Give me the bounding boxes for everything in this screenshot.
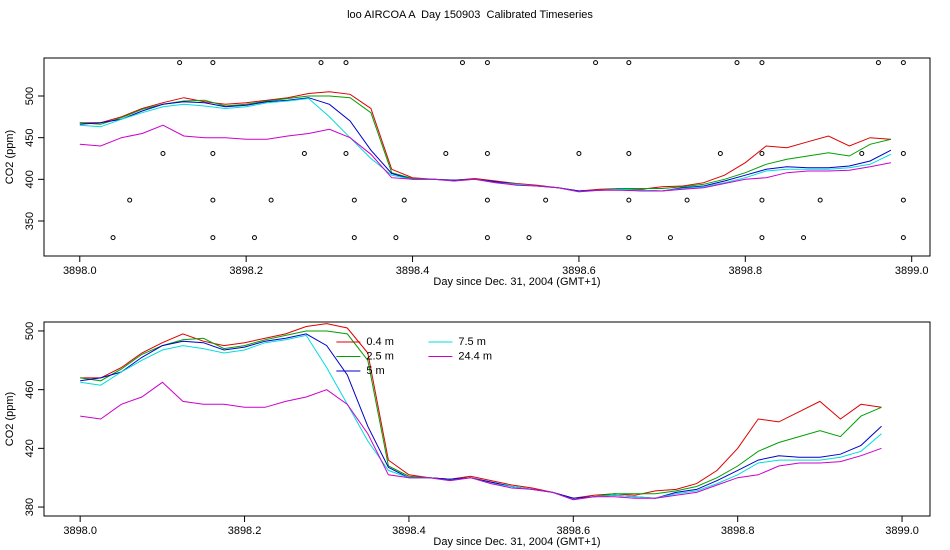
x-tick-label: 3898.4	[392, 525, 426, 537]
flag-point	[484, 60, 490, 66]
legend-label: 5 m	[366, 365, 384, 377]
x-tick-label: 3898.2	[229, 265, 263, 277]
x-tick-label: 3899.0	[895, 265, 929, 277]
flag-point	[626, 60, 632, 66]
flag-point	[160, 151, 166, 156]
flag-point	[900, 151, 906, 156]
x-tick-label: 3898.6	[562, 265, 596, 277]
x-axis-label: Day since Dec. 31, 2004 (GMT+1)	[433, 536, 600, 548]
y-axis-label: CO2 (ppm)	[4, 392, 16, 446]
flag-point	[443, 151, 449, 156]
flag-point	[343, 151, 349, 156]
y-tick-label: 460	[24, 380, 36, 398]
data-line	[79, 124, 891, 193]
flag-point	[817, 197, 823, 203]
y-tick-label: 400	[24, 170, 36, 188]
legend-label: 2.5 m	[366, 350, 394, 362]
flag-point	[393, 235, 399, 241]
flag-point	[626, 197, 632, 203]
flag-point	[210, 60, 216, 66]
flag-point	[484, 235, 490, 241]
flag-point	[210, 197, 216, 203]
flag-point	[900, 235, 906, 241]
x-tick-label: 3898.2	[228, 525, 262, 537]
flag-point	[110, 235, 116, 241]
data-line	[80, 333, 882, 499]
flag-point	[576, 151, 582, 156]
flag-point	[301, 151, 307, 156]
y-tick-label: 420	[24, 439, 36, 457]
x-tick-label: 3898.8	[728, 265, 762, 277]
x-tick-label: 3899.0	[885, 525, 919, 537]
flag-point	[484, 151, 490, 156]
y-tick-label: 500	[24, 87, 36, 105]
data-line	[79, 97, 892, 193]
flag-point	[717, 151, 723, 156]
data-line	[80, 381, 882, 501]
flag-point	[801, 235, 807, 241]
flag-point	[343, 60, 349, 66]
flag-point	[875, 60, 881, 66]
data-line	[79, 91, 891, 192]
x-tick-label: 3898.0	[63, 525, 97, 537]
flag-point	[251, 235, 257, 241]
plot-frame	[43, 321, 931, 517]
flag-point	[526, 235, 532, 241]
flag-point	[734, 60, 740, 66]
y-tick-label: 450	[24, 128, 36, 146]
y-tick-label: 500	[24, 322, 36, 340]
flag-point	[626, 151, 632, 156]
flag-point	[459, 60, 465, 66]
flag-point	[543, 197, 549, 203]
flag-point	[268, 197, 274, 203]
x-tick-label: 3898.8	[721, 525, 755, 537]
y-tick-label: 350	[24, 212, 36, 230]
flag-point	[684, 197, 690, 203]
flag-point	[484, 197, 490, 203]
chart-title: loo AIRCOA A Day 150903 Calibrated Times…	[347, 9, 593, 21]
flag-point	[626, 235, 632, 241]
flag-point	[401, 197, 407, 203]
y-tick-label: 380	[24, 498, 36, 516]
x-tick-label: 3898.4	[396, 265, 430, 277]
x-tick-label: 3898.6	[556, 525, 590, 537]
legend-label: 7.5 m	[458, 336, 486, 348]
flag-point	[351, 235, 357, 241]
flag-point	[900, 60, 906, 66]
plot-frame	[43, 57, 931, 257]
flag-point	[759, 60, 765, 66]
legend-label: 0.4 m	[366, 336, 394, 348]
flag-point	[318, 60, 324, 66]
legend-label: 24.4 m	[458, 350, 492, 362]
x-axis-label: Day since Dec. 31, 2004 (GMT+1)	[433, 276, 600, 288]
flag-point	[177, 60, 183, 66]
flag-point	[210, 151, 216, 156]
flag-point	[210, 235, 216, 241]
y-axis-label: CO2 (ppm)	[4, 130, 16, 184]
flag-point	[667, 235, 673, 241]
flag-point	[127, 197, 133, 203]
flag-point	[900, 197, 906, 203]
flag-point	[759, 151, 765, 156]
flag-point	[759, 235, 765, 241]
flag-point	[859, 151, 865, 156]
x-tick-label: 3898.0	[63, 265, 97, 277]
flag-point	[593, 60, 599, 66]
flag-point	[351, 197, 357, 203]
flag-point	[759, 197, 765, 203]
